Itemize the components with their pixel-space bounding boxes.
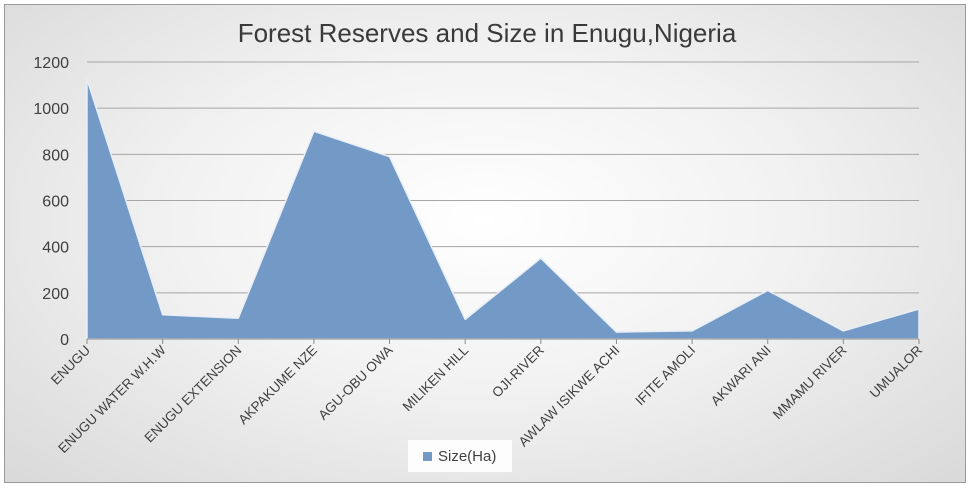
- x-tick-label: OJI-RIVER: [489, 342, 547, 400]
- x-tick-label: MMAMU RIVER: [770, 342, 850, 422]
- y-tick-label: 0: [60, 332, 69, 349]
- y-axis: 0 200 400 600 800 1000 1200: [33, 55, 69, 349]
- x-tick-label: ENUGU: [48, 343, 93, 388]
- series-area-group: [86, 78, 920, 340]
- x-tick-label: AKPAKUME NZE: [235, 343, 320, 428]
- x-tick-label: MILIKEN HILL: [400, 342, 472, 414]
- x-tick-label: AKWARI ANI: [708, 343, 774, 409]
- y-tick-label: 1200: [33, 55, 69, 72]
- x-tick-label: AGU-OBU OWA: [315, 343, 395, 423]
- x-tick-label: UMUALOR: [867, 342, 926, 401]
- chart-title: Forest Reserves and Size in Enugu,Nigeri…: [238, 18, 737, 48]
- y-tick-label: 1000: [33, 101, 69, 118]
- y-tick-label: 800: [42, 147, 69, 164]
- chart-area: [4, 4, 966, 483]
- y-tick-label: 600: [42, 194, 69, 211]
- legend-swatch: [423, 452, 432, 461]
- legend-label: Size(Ha): [438, 448, 496, 465]
- y-tick-label: 200: [42, 286, 69, 303]
- x-tick-label: IFITE AMOLI: [632, 343, 698, 409]
- series-area-size-ha: [86, 78, 920, 340]
- legend: Size(Ha): [408, 440, 512, 472]
- y-tick-label: 400: [42, 240, 69, 257]
